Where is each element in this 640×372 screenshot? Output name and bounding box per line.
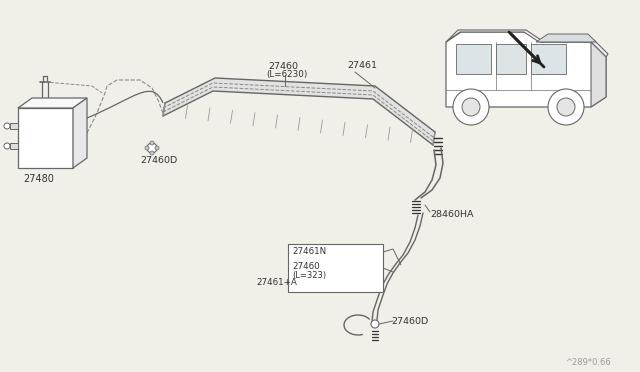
Bar [288, 244, 383, 292]
Text: 27461N: 27461N [292, 247, 326, 256]
Circle shape [548, 89, 584, 125]
Circle shape [150, 151, 154, 155]
Text: ^289*0.66: ^289*0.66 [565, 358, 611, 367]
Polygon shape [446, 30, 608, 57]
Bar [18, 108, 73, 168]
Bar [10, 123, 18, 129]
Circle shape [4, 123, 10, 129]
Circle shape [453, 89, 489, 125]
Text: 27461: 27461 [347, 61, 377, 70]
Polygon shape [536, 34, 596, 42]
Text: 27460D: 27460D [391, 317, 428, 326]
Circle shape [147, 143, 157, 153]
Circle shape [150, 141, 154, 145]
Circle shape [145, 146, 149, 150]
Text: 27480: 27480 [23, 174, 54, 184]
Circle shape [462, 98, 480, 116]
Text: 27460: 27460 [292, 262, 320, 271]
Polygon shape [591, 42, 606, 107]
Polygon shape [18, 98, 87, 108]
Polygon shape [496, 44, 526, 74]
Polygon shape [446, 32, 606, 107]
Polygon shape [73, 98, 87, 168]
Text: (L=323): (L=323) [292, 271, 326, 280]
Text: (L=6230): (L=6230) [266, 70, 307, 79]
Circle shape [371, 320, 379, 328]
Circle shape [4, 143, 10, 149]
Circle shape [155, 146, 159, 150]
Circle shape [557, 98, 575, 116]
Polygon shape [531, 44, 566, 74]
Text: 28460HA: 28460HA [430, 210, 474, 219]
Text: 27460: 27460 [268, 62, 298, 71]
Polygon shape [163, 78, 435, 145]
Bar [10, 143, 18, 149]
Polygon shape [456, 44, 491, 74]
Text: 27461+A: 27461+A [256, 278, 297, 287]
Text: 27460D: 27460D [140, 156, 177, 165]
